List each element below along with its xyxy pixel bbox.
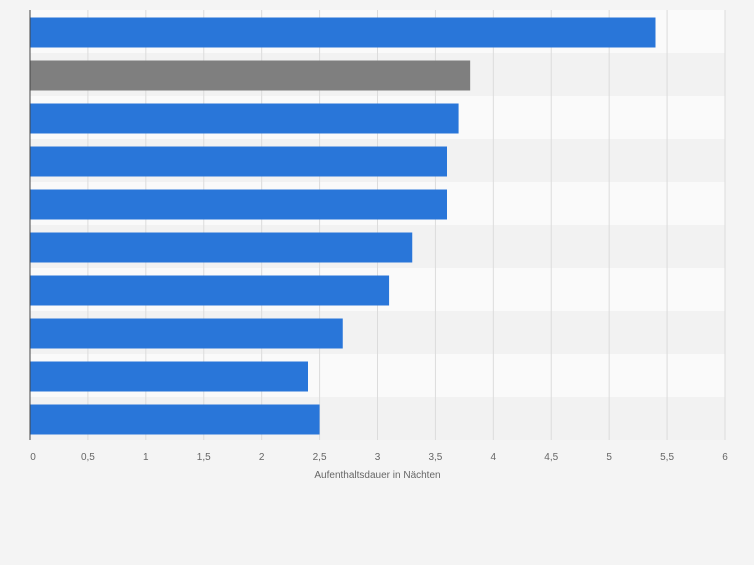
- bar: [30, 361, 308, 392]
- bar: [30, 232, 413, 263]
- x-tick-label: 4: [491, 452, 497, 463]
- x-axis-label: Aufenthaltsdauer in Nächten: [314, 470, 440, 481]
- x-tick-labels: 0 0,5 1 1,5 2 2,5 3 3,5 4 4,5 5 5,5 6: [30, 452, 728, 463]
- x-tick-label: 2: [259, 452, 265, 463]
- x-tick-label: 0: [30, 452, 36, 463]
- x-tick-label: 4,5: [544, 452, 558, 463]
- x-tick-label: 0,5: [81, 452, 95, 463]
- bar: [30, 103, 459, 134]
- bar: [30, 60, 471, 91]
- x-tick-label: 6: [722, 452, 728, 463]
- x-tick-label: 3,5: [428, 452, 442, 463]
- x-tick-label: 5: [606, 452, 612, 463]
- x-tick-label: 1,5: [197, 452, 211, 463]
- bar: [30, 404, 320, 435]
- x-tick-label: 5,5: [660, 452, 674, 463]
- x-tick-label: 2,5: [313, 452, 327, 463]
- bar: [30, 189, 447, 220]
- bar: [30, 275, 390, 306]
- bar: [30, 318, 343, 349]
- x-tick-label: 1: [143, 452, 149, 463]
- bar: [30, 17, 656, 48]
- x-tick-label: 3: [375, 452, 381, 463]
- bar: [30, 146, 447, 177]
- bars: [30, 17, 656, 435]
